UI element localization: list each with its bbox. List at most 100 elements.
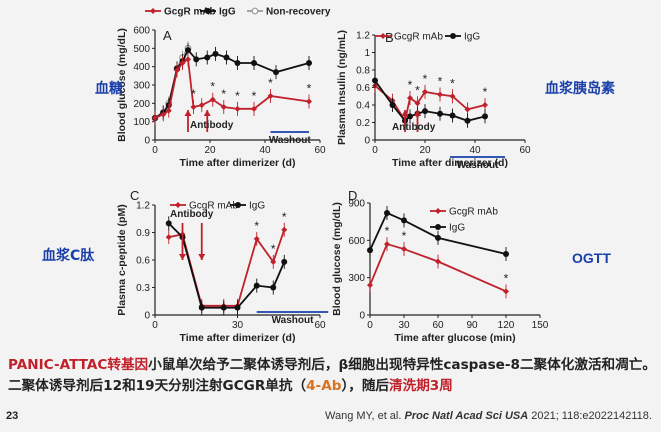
y-tick-label-b: 0 [364, 136, 370, 147]
significance-star-a: * [252, 89, 257, 103]
side-label-glucose: 血糖 [95, 81, 123, 97]
data-point-igg-c [270, 284, 277, 291]
y-tick-label-a: 400 [133, 62, 150, 73]
data-point-gcgr-a [209, 96, 216, 103]
side-label-ogtt: OGTT [572, 250, 611, 266]
data-point-gcgr-b [449, 93, 456, 100]
y-tick-label-b: 0.4 [356, 101, 370, 112]
antibody-arrowhead-c [198, 254, 206, 260]
data-point-igg-c [234, 304, 241, 311]
significance-star-d: * [504, 271, 509, 285]
legend-label-gcgr-mab-b: GcgR mAb [394, 32, 443, 43]
legend-marker-c [175, 202, 181, 208]
legend-label-igg-b: IgG [464, 32, 480, 43]
legend-marker-a [251, 7, 259, 15]
significance-star-d: * [402, 229, 407, 243]
legend-marker-a [205, 8, 211, 14]
data-point-gcgr-c [253, 235, 260, 242]
x-tick-label-b: 20 [419, 145, 431, 156]
x-tick-label-c: 30 [232, 320, 244, 331]
x-tick-label-c: 0 [152, 320, 158, 331]
data-point-gcgr-a [174, 67, 180, 74]
citation-journal: Proc Natl Acad Sci USA [404, 410, 529, 422]
x-tick-label-d: 120 [498, 320, 515, 331]
y-axis-label-b: Plasma Insulin (ng/mL) [336, 30, 348, 145]
y-axis-label-c: Plasma c-peptide (pM) [116, 204, 128, 315]
data-point-gcgr-a [152, 115, 158, 121]
y-tick-label-a: 100 [133, 117, 150, 128]
y-tick-label-b: 0.6 [356, 83, 370, 94]
series-line-gcgr-mab-c [168, 229, 286, 307]
data-point-gcgr-a [234, 105, 241, 112]
washout-label-c: Washout [272, 315, 315, 326]
x-tick-label-a: 0 [152, 145, 158, 156]
data-point-igg-d [503, 251, 509, 258]
y-tick-label-b: 1.2 [356, 31, 370, 42]
series-line-gcgr-mab-a [154, 57, 310, 119]
data-point-igg-b [449, 112, 456, 119]
data-point-igg-a [223, 54, 230, 61]
caption-antibody: 4-Ab [306, 378, 342, 394]
significance-star-c: * [282, 210, 287, 224]
antibody-arrowhead-c [179, 254, 186, 260]
washout-label-a: Washout [269, 135, 312, 146]
y-tick-label-b: 0.8 [356, 66, 370, 77]
significance-star-b: * [483, 85, 488, 99]
antibody-label-c: Antibody [170, 209, 214, 220]
data-point-gcgr-a [198, 102, 205, 109]
antibody-arrowhead-a [184, 110, 192, 116]
data-point-igg-c [165, 220, 172, 227]
data-point-igg-a [234, 60, 241, 66]
significance-star-b: * [438, 75, 443, 89]
y-tick-label-b: 0.2 [356, 118, 370, 129]
data-point-igg-c [198, 304, 205, 311]
legend-marker-d [435, 224, 441, 230]
y-tick-label-a: 500 [133, 44, 150, 55]
significance-star-c: * [271, 242, 276, 256]
data-point-igg-b [407, 113, 413, 120]
x-tick-label-c: 60 [314, 320, 326, 331]
data-point-gcgr-a [267, 93, 274, 99]
legend-label-gcgr-mab-a: GcgR mAb [164, 7, 216, 18]
caption-washout: 清洗期3周 [389, 378, 453, 394]
x-tick-label-a: 40 [259, 145, 271, 156]
data-point-gcgr-a [190, 104, 197, 110]
x-tick-label-d: 60 [432, 320, 444, 331]
legend-label-igg-a: IgG [219, 7, 236, 18]
y-tick-label-a: 0 [144, 136, 150, 147]
series-line-igg-c [168, 222, 286, 309]
legend-marker-d [435, 208, 441, 214]
x-tick-label-d: 150 [532, 320, 549, 331]
legend-marker-b [380, 33, 386, 39]
data-point-igg-a [212, 50, 219, 57]
panel-letter-b: B [385, 30, 394, 45]
data-point-gcgr-b [437, 91, 443, 98]
y-axis-label-d: Blood glucose (mg/dL) [331, 202, 343, 316]
x-tick-label-d: 30 [398, 320, 410, 331]
significance-star-a: * [268, 76, 273, 90]
series-line-gcgr-mab-b [374, 85, 486, 124]
legend-marker-b [450, 33, 456, 39]
y-tick-label-d: 600 [348, 236, 365, 247]
y-tick-label-c: 0 [144, 311, 150, 322]
data-point-gcgr-a [306, 98, 312, 105]
data-point-gcgr-d [503, 288, 509, 295]
x-tick-label-a: 60 [314, 145, 326, 156]
significance-star-a: * [191, 87, 196, 101]
y-tick-label-c: 0.6 [136, 256, 150, 267]
data-point-gcgr-d [367, 282, 373, 289]
data-point-gcgr-a [165, 107, 172, 114]
legend-marker-c [235, 202, 241, 208]
data-point-igg-c [281, 258, 288, 265]
y-tick-label-a: 300 [133, 81, 150, 92]
y-tick-label-c: 0.3 [136, 283, 150, 294]
panel-letter-c: C [130, 188, 139, 203]
caption-transgene: PANIC-ATTAC转基因 [8, 357, 149, 373]
citation-rest: 2021; 118:e2022142118. [528, 410, 652, 422]
data-point-igg-a [204, 54, 211, 61]
data-point-gcgr-a [185, 56, 191, 63]
antibody-label-a: Antibody [190, 120, 234, 131]
data-point-igg-b [437, 110, 443, 117]
data-point-igg-b [389, 102, 396, 108]
y-tick-label-d: 0 [359, 311, 365, 322]
